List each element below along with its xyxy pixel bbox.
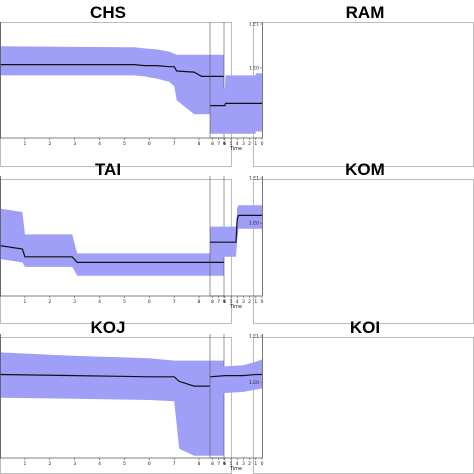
y-tick-label: 1.E0 — [249, 65, 259, 71]
median-line — [210, 102, 262, 107]
x-tick-label: 0 — [261, 299, 264, 305]
panel-title: KOI — [350, 318, 380, 337]
x-tick-label: 8 — [198, 461, 201, 467]
panel-frame — [253, 179, 474, 324]
credible-interval-band — [0, 46, 224, 115]
x-tick-label: 7 — [217, 141, 220, 147]
y-tick-label: 1.E1 — [249, 334, 259, 340]
x-tick-label: 8 — [198, 141, 201, 147]
x-tick-label: 3 — [73, 299, 76, 305]
y-tick-label: 1.E1 — [249, 176, 259, 182]
panel-title: CHS — [90, 3, 126, 22]
panel-title: KOJ — [91, 318, 126, 337]
median-line — [210, 214, 262, 243]
x-tick-label: 1 — [254, 461, 257, 467]
x-tick-label: 7 — [173, 299, 176, 305]
x-tick-label: 1 — [23, 461, 26, 467]
median-line — [0, 63, 224, 78]
x-axis-label: Time — [229, 146, 242, 152]
y-tick-label: 1.E0 — [249, 221, 259, 227]
x-tick-label: 2 — [248, 461, 251, 467]
x-tick-label: 6 — [148, 299, 151, 305]
x-tick-label: 4 — [98, 461, 101, 467]
x-tick-label: 8 — [211, 141, 214, 147]
x-tick-label: 8 — [211, 461, 214, 467]
x-tick-label: 8 — [211, 299, 214, 305]
x-tick-label: 9 — [223, 141, 226, 147]
credible-interval-band — [0, 352, 224, 456]
x-tick-label: 6 — [223, 141, 226, 147]
x-tick-label: 6 — [148, 141, 151, 147]
x-tick-label: 7 — [173, 141, 176, 147]
x-tick-label: 2 — [248, 141, 251, 147]
panel-title: TAI — [95, 160, 121, 179]
x-tick-label: 4 — [98, 141, 101, 147]
x-tick-label: 7 — [217, 299, 220, 305]
x-tick-label: 1 — [254, 299, 257, 305]
x-tick-label: 4 — [236, 141, 239, 147]
y-tick-label: 1.E1 — [249, 22, 259, 28]
x-tick-label: 2 — [48, 461, 51, 467]
x-tick-label: 4 — [236, 299, 239, 305]
x-tick-label: 7 — [173, 461, 176, 467]
x-tick-label: 3 — [73, 461, 76, 467]
x-tick-label: 4 — [236, 461, 239, 467]
median-line — [0, 373, 224, 387]
x-tick-label: 8 — [198, 299, 201, 305]
y-tick-label: 1.E0 — [249, 380, 259, 386]
x-tick-label: 3 — [73, 141, 76, 147]
x-tick-label: 3 — [242, 461, 245, 467]
panel-title: RAM — [346, 3, 385, 22]
x-tick-label: 5 — [230, 141, 233, 147]
x-axis-label: Time — [229, 466, 242, 472]
x-tick-label: 5 — [230, 299, 233, 305]
panel-frame — [253, 337, 474, 474]
x-tick-label: 2 — [248, 299, 251, 305]
credible-interval-band — [210, 359, 262, 395]
x-tick-label: 0 — [261, 141, 264, 147]
median-line — [0, 245, 224, 263]
x-axis-label: Time — [229, 304, 242, 310]
x-tick-label: 6 — [223, 461, 226, 467]
x-tick-label: 2 — [48, 299, 51, 305]
x-tick-label: 5 — [230, 461, 233, 467]
x-tick-label: 9 — [223, 461, 226, 467]
credible-interval-band — [0, 208, 224, 276]
x-tick-label: 6 — [223, 299, 226, 305]
x-tick-label: 3 — [242, 299, 245, 305]
x-tick-label: 4 — [98, 299, 101, 305]
panel-title: KOM — [345, 160, 385, 179]
x-tick-label: 1 — [254, 141, 257, 147]
median-line — [209, 373, 262, 378]
x-tick-label: 9 — [223, 299, 226, 305]
x-tick-label: 5 — [123, 461, 126, 467]
x-tick-label: 1 — [23, 141, 26, 147]
x-tick-label: 7 — [217, 461, 220, 467]
x-tick-label: 0 — [261, 461, 264, 467]
x-tick-label: 5 — [123, 299, 126, 305]
panel-frame — [253, 22, 474, 167]
x-tick-label: 1 — [23, 299, 26, 305]
x-tick-label: 2 — [48, 141, 51, 147]
x-tick-label: 6 — [148, 461, 151, 467]
x-tick-label: 3 — [242, 141, 245, 147]
x-tick-label: 5 — [123, 141, 126, 147]
